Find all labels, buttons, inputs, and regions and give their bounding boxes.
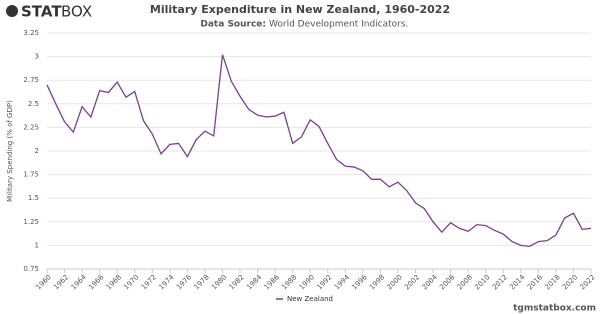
footer: tgmstatbox.com — [513, 304, 596, 314]
y-tick-label: 2.5 — [28, 100, 39, 108]
y-tick-label: 1.25 — [23, 218, 39, 226]
x-tick-label: 1994 — [333, 273, 352, 292]
legend-label: New Zealand — [287, 295, 333, 303]
y-tick-label: 2.75 — [23, 76, 39, 84]
y-tick-label: 2 — [35, 147, 39, 155]
x-tick-label: 2012 — [491, 273, 509, 291]
logo-light: BOX — [61, 3, 92, 21]
x-tick-label: 2014 — [508, 273, 527, 292]
y-tick-label: 1 — [35, 241, 39, 249]
x-tick-label: 2020 — [561, 273, 579, 291]
x-tick-label: 1966 — [87, 273, 106, 292]
x-tick-label: 1974 — [157, 273, 176, 292]
x-tick-label: 1970 — [122, 273, 140, 291]
subtitle-label: Data Source: — [200, 20, 266, 30]
x-tick-label: 1996 — [350, 273, 369, 292]
x-tick-label: 1972 — [140, 273, 158, 291]
x-tick-label: 1962 — [52, 273, 70, 291]
logo-bold: STAT — [21, 3, 62, 21]
x-tick-label: 1984 — [245, 273, 264, 292]
x-tick-label: 1992 — [315, 273, 333, 291]
x-tick-label: 1980 — [210, 273, 228, 291]
x-tick-label: 2022 — [579, 273, 597, 291]
x-tick-label: 2002 — [403, 273, 421, 291]
data-line — [46, 54, 592, 248]
y-tick-label: 1.75 — [23, 171, 39, 179]
x-tick-label: 2010 — [473, 273, 491, 291]
chart-title: Military Expenditure in New Zealand, 196… — [150, 3, 450, 16]
logo: STAT BOX — [6, 3, 92, 21]
x-tick-label: 1978 — [193, 273, 211, 291]
x-tick-label: 1986 — [263, 273, 282, 292]
x-tick-label: 1968 — [105, 273, 123, 291]
y-tick-label: 2.25 — [23, 123, 39, 131]
subtitle: World Development Indicators. — [269, 20, 408, 30]
x-tick-label: 1964 — [70, 273, 89, 292]
x-tick-label: 1960 — [35, 273, 53, 291]
y-tick-label: 0.75 — [23, 265, 39, 273]
y-tick-label: 3 — [35, 53, 39, 61]
x-tick-label: 2018 — [543, 273, 561, 291]
x-tick-label: 2004 — [421, 273, 440, 292]
x-tick-label: 1976 — [175, 273, 194, 292]
x-tick-label: 2006 — [438, 273, 457, 292]
y-axis-label: Military Spending (% of GDP) — [6, 100, 14, 202]
x-tick-label: 2008 — [456, 273, 474, 291]
x-tick-label: 1998 — [368, 273, 386, 291]
x-tick-label: 2000 — [386, 273, 404, 291]
x-tick-label: 1988 — [280, 273, 298, 291]
y-tick-label: 3.25 — [23, 29, 39, 37]
y-tick-label: 1.5 — [28, 194, 39, 202]
logo-icon — [6, 5, 18, 17]
x-tick-label: 1990 — [298, 273, 316, 291]
x-tick-label: 2016 — [526, 273, 545, 292]
x-tick-label: 1982 — [228, 273, 246, 291]
